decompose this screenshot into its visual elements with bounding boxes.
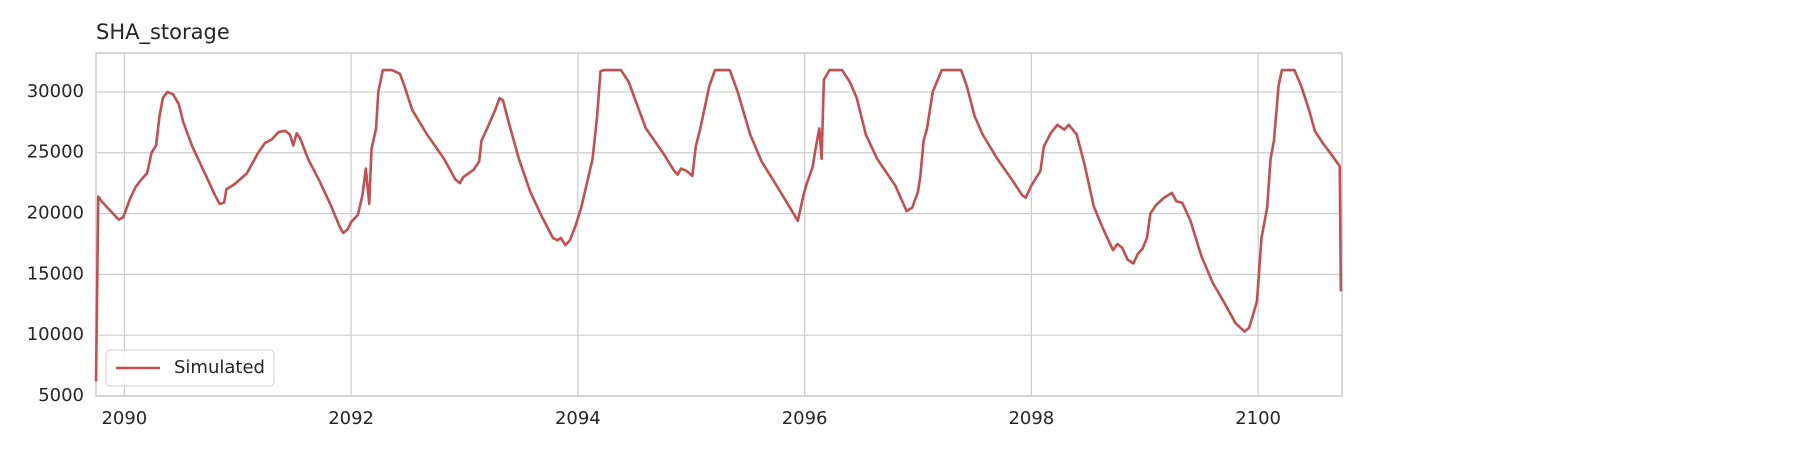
legend: Simulated bbox=[105, 349, 275, 387]
y-tick-label: 15000 bbox=[27, 263, 84, 284]
legend-box bbox=[105, 349, 275, 387]
x-tick-label: 2090 bbox=[101, 408, 147, 429]
y-tick-label: 30000 bbox=[27, 81, 84, 102]
x-tick-label: 2096 bbox=[782, 408, 828, 429]
y-tick-label: 10000 bbox=[27, 324, 84, 345]
y-tick-label: 5000 bbox=[38, 385, 84, 406]
y-tick-label: 20000 bbox=[27, 203, 84, 224]
legend-label: Simulated bbox=[174, 357, 265, 378]
data-line bbox=[94, 68, 1343, 382]
x-tick-label: 2100 bbox=[1235, 408, 1281, 429]
plot-frame bbox=[95, 52, 1343, 397]
y-tick-label: 25000 bbox=[27, 142, 84, 163]
chart-title: SHA_storage bbox=[96, 20, 230, 45]
x-tick-label: 2094 bbox=[555, 408, 601, 429]
x-tick-label: 2098 bbox=[1008, 408, 1054, 429]
x-tick-label: 2092 bbox=[328, 408, 374, 429]
